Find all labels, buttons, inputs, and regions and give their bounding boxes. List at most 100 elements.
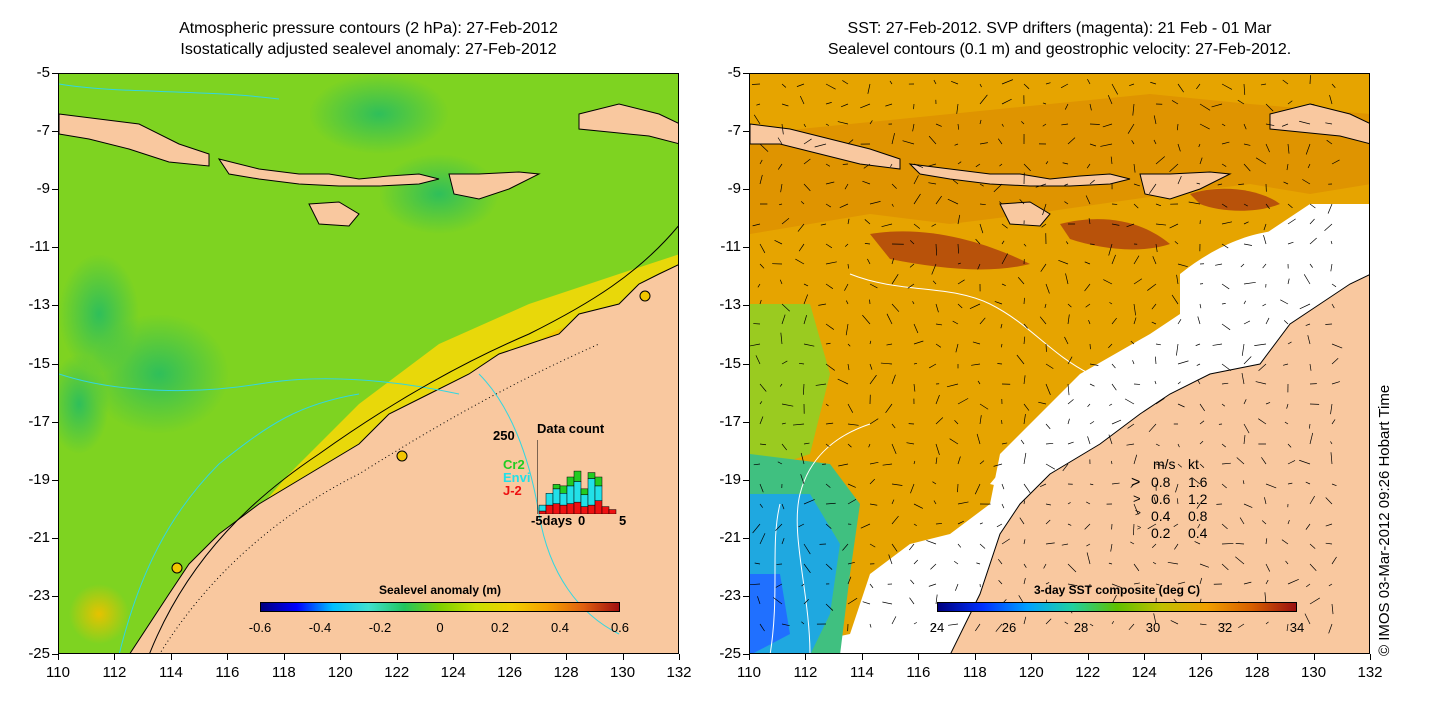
velocity-arrow xyxy=(913,383,916,392)
velocity-arrow xyxy=(957,214,961,225)
velocity-arrow xyxy=(949,438,959,445)
velocity-arrow xyxy=(1064,183,1069,186)
velocity-arrow xyxy=(907,283,915,289)
velocity-arrow xyxy=(847,561,855,565)
velocity-arrow xyxy=(1147,523,1157,530)
velocity-arrow xyxy=(1001,240,1005,245)
left-xtick-mark xyxy=(227,654,229,660)
left-ytick-label: -11 xyxy=(29,238,50,256)
histogram-bar-green xyxy=(587,472,596,479)
velocity-arrow xyxy=(1001,442,1008,445)
velocity-arrow xyxy=(1281,539,1289,545)
velocity-arrow xyxy=(1265,103,1274,112)
velocity-arrow xyxy=(957,543,962,548)
velocity-arrow xyxy=(935,594,938,605)
sst-colorbar-tick: 24 xyxy=(929,620,945,635)
velocity-arrow xyxy=(1177,143,1181,152)
histogram-bar-cyan xyxy=(538,504,547,512)
velocity-arrow xyxy=(928,182,937,185)
velocity-arrow xyxy=(1067,583,1078,587)
velocity-arrow xyxy=(1045,442,1054,445)
right-ytick-mark xyxy=(743,73,749,74)
velocity-arrow xyxy=(847,139,854,145)
velocity-arrow xyxy=(1195,343,1201,346)
velocity-arrow xyxy=(825,163,831,167)
velocity-arrow xyxy=(1045,542,1055,545)
velocity-arrow xyxy=(1153,139,1157,145)
velocity-arrow xyxy=(882,601,893,605)
velocity-arrow xyxy=(1067,399,1074,405)
velocity-arrow xyxy=(1023,452,1027,465)
velocity-arrow xyxy=(1045,519,1051,525)
velocity-arrow xyxy=(792,423,805,426)
velocity-arrow xyxy=(957,123,960,130)
velocity-arrow xyxy=(1263,235,1267,245)
velocity-arrow xyxy=(957,262,961,265)
velocity-arrow xyxy=(1243,83,1246,95)
velocity-arrow xyxy=(825,283,834,289)
right-xtick-label: 124 xyxy=(1131,664,1157,681)
velocity-arrow xyxy=(837,378,849,385)
velocity-arrow xyxy=(935,195,942,205)
velocity-arrow xyxy=(1199,577,1203,585)
velocity-arrow xyxy=(759,299,762,305)
velocity-arrow xyxy=(1155,156,1165,165)
velocity-arrow xyxy=(1212,343,1223,346)
velocity-arrow xyxy=(1280,299,1289,305)
velocity-arrow xyxy=(759,443,767,446)
velocity-arrow xyxy=(1155,443,1160,447)
left-xtick-mark xyxy=(453,654,455,660)
velocity-arrow xyxy=(1328,623,1333,634)
velocity-arrow xyxy=(972,341,981,345)
velocity-arrow xyxy=(1111,83,1119,95)
velocity-arrow xyxy=(838,463,849,467)
velocity-arrow xyxy=(759,401,763,405)
velocity-legend-arrow: > xyxy=(1137,525,1142,532)
velocity-arrow xyxy=(913,223,921,229)
velocity-arrow xyxy=(957,243,959,254)
velocity-arrow xyxy=(1243,503,1253,508)
velocity-legend-kt: 0.4 xyxy=(1188,525,1208,541)
velocity-arrow xyxy=(1241,343,1245,356)
velocity-arrow xyxy=(993,183,1003,193)
left-xtick-mark xyxy=(114,654,116,660)
velocity-arrow xyxy=(1023,563,1027,568)
velocity-arrow xyxy=(759,503,764,508)
velocity-arrow xyxy=(1254,343,1267,346)
velocity-arrow xyxy=(891,616,897,625)
velocity-arrow xyxy=(1283,363,1289,366)
velocity-arrow xyxy=(891,183,897,189)
velocity-arrow xyxy=(796,83,805,87)
velocity-arrow xyxy=(969,303,981,310)
left-ytick-mark xyxy=(52,189,58,191)
velocity-arrow xyxy=(933,500,937,505)
velocity-arrow xyxy=(891,423,896,429)
velocity-arrow xyxy=(1221,303,1226,305)
velocity-arrow xyxy=(798,362,805,365)
velocity-arrow xyxy=(979,317,986,325)
velocity-arrow xyxy=(1309,263,1313,268)
velocity-arrow xyxy=(1045,618,1052,625)
velocity-arrow xyxy=(979,119,982,125)
velocity-arrow xyxy=(1023,375,1026,385)
velocity-arrow xyxy=(1221,363,1232,372)
velocity-arrow xyxy=(1199,403,1205,412)
right-ytick-mark xyxy=(743,537,749,539)
sla-colorbar-tick: 0.4 xyxy=(550,620,570,635)
right-ytick-label: -25 xyxy=(719,645,741,662)
velocity-arrow xyxy=(1221,243,1229,249)
satellite-label: Cr2 xyxy=(503,457,525,472)
right-xtick-mark xyxy=(1313,654,1315,660)
velocity-arrow xyxy=(935,123,942,127)
velocity-arrow xyxy=(825,181,835,185)
velocity-arrow xyxy=(935,443,940,456)
velocity-legend-header-ms: m/s xyxy=(1153,456,1176,472)
velocity-arrow xyxy=(1020,439,1025,445)
velocity-arrow xyxy=(825,123,829,126)
velocity-arrow xyxy=(885,403,893,414)
histogram-bar-cyan xyxy=(545,493,554,506)
velocity-arrow xyxy=(869,461,879,465)
velocity-arrow xyxy=(759,483,764,493)
velocity-arrow xyxy=(1087,78,1091,85)
velocity-arrow xyxy=(1235,556,1245,565)
